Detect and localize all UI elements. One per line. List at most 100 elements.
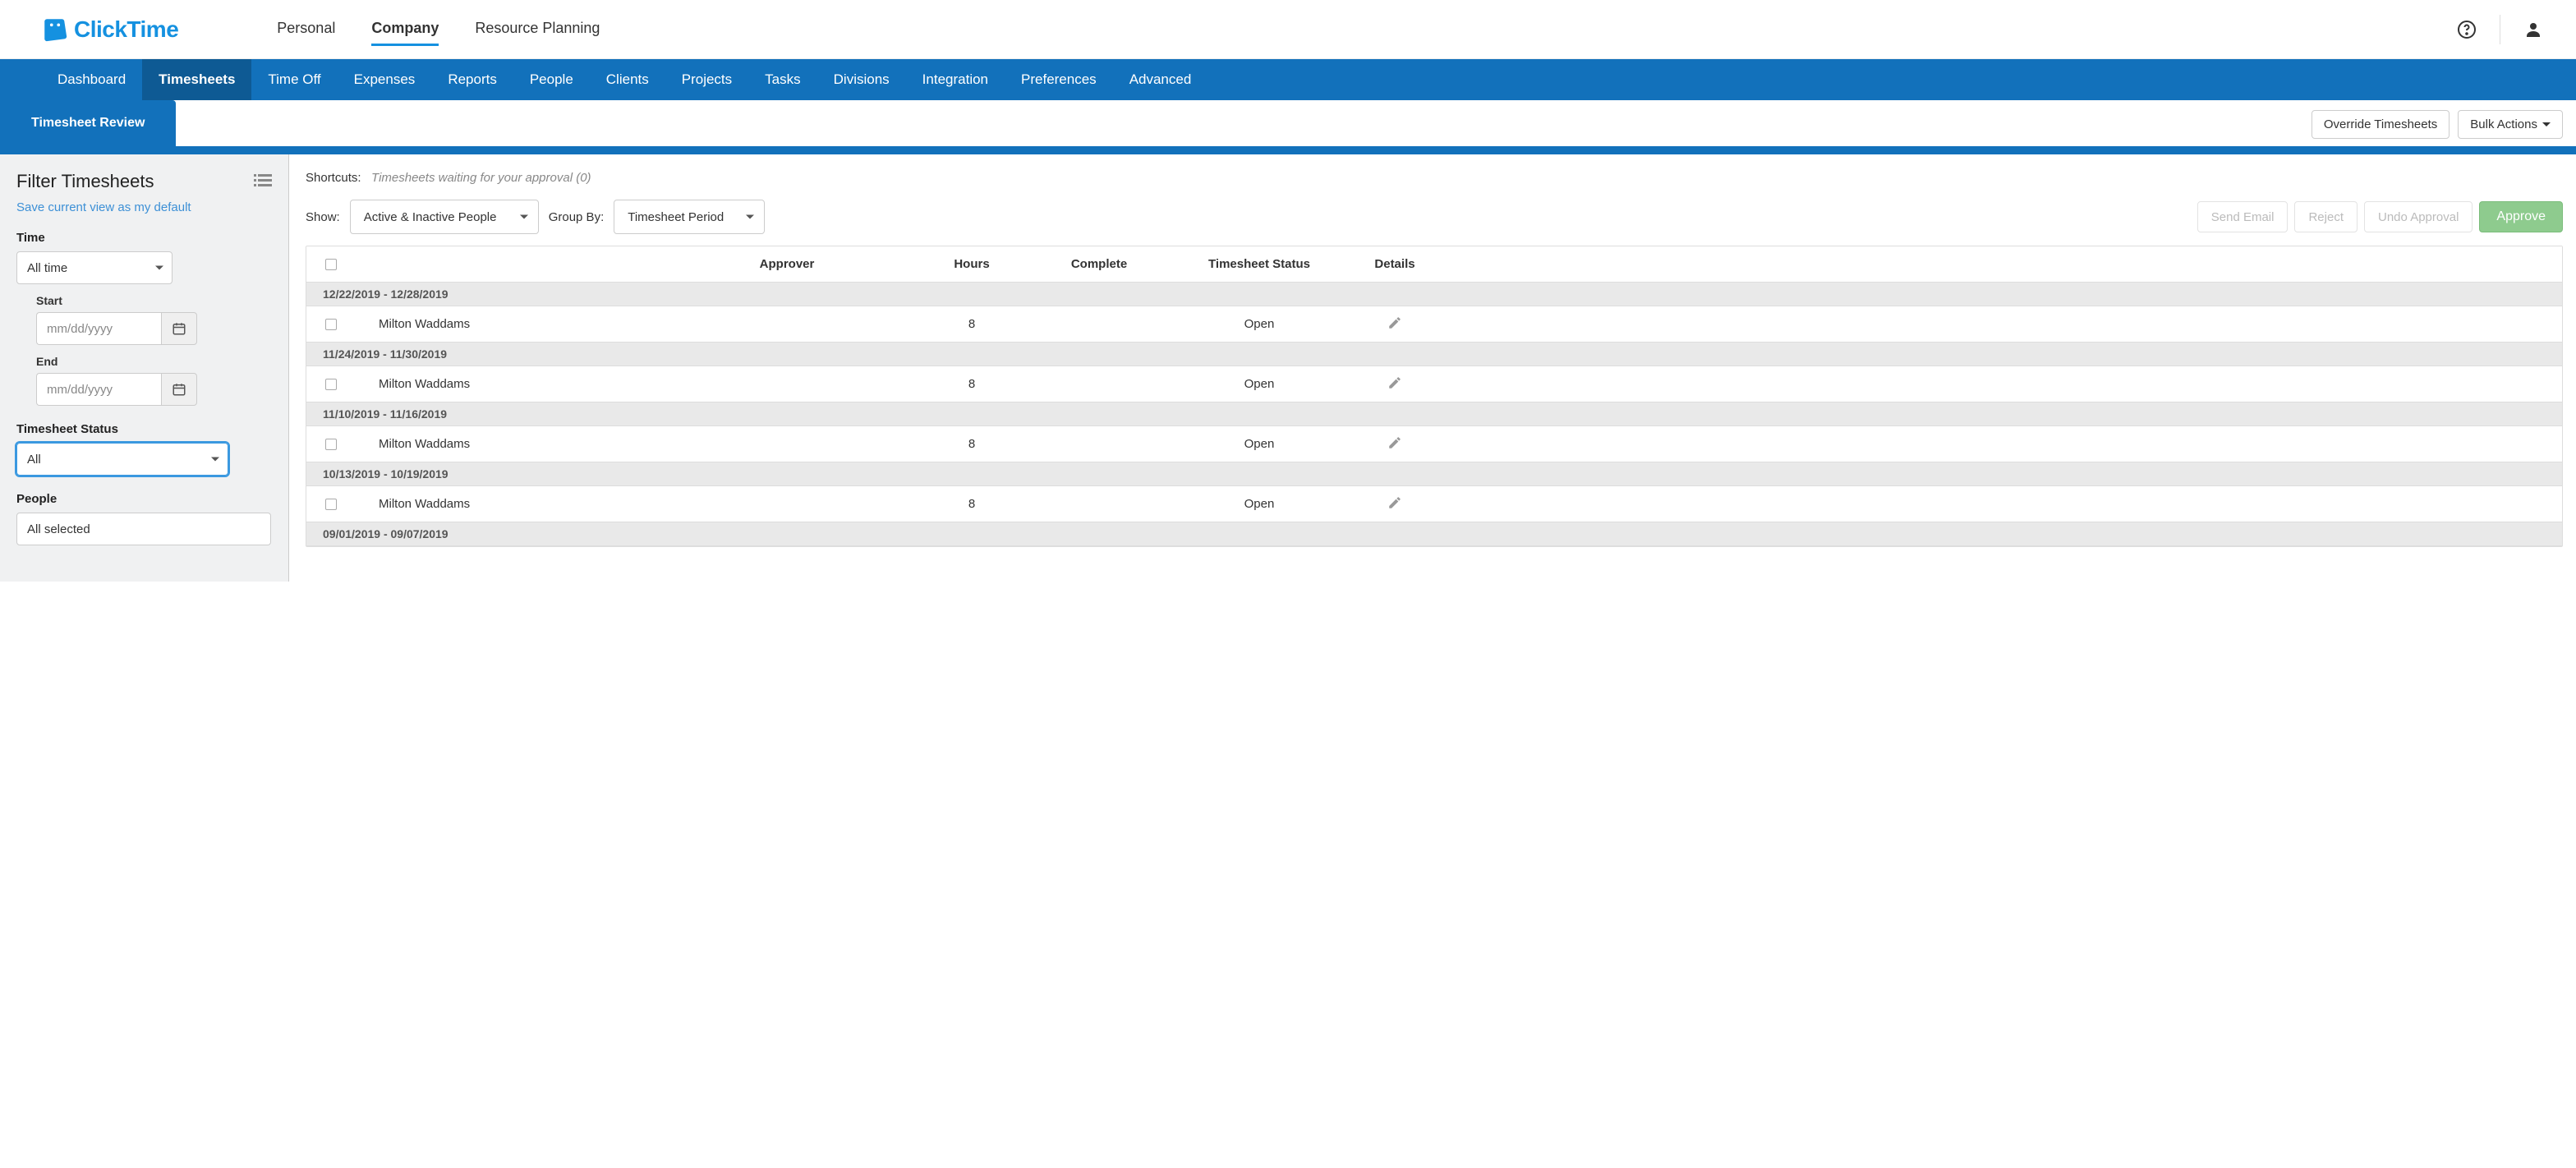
time-select-value: All time xyxy=(27,261,67,275)
select-all-checkbox[interactable] xyxy=(325,259,337,270)
show-select-value: Active & Inactive People xyxy=(364,210,497,224)
row-status: Open xyxy=(1169,497,1350,511)
filter-sidebar: Filter Timesheets Save current view as m… xyxy=(0,154,289,582)
period-group-header: 11/10/2019 - 11/16/2019 xyxy=(306,402,2562,426)
top-tab-company[interactable]: Company xyxy=(371,13,439,46)
row-checkbox[interactable] xyxy=(325,499,337,510)
top-header-right xyxy=(2457,15,2543,44)
top-tab-resource-planning[interactable]: Resource Planning xyxy=(475,13,600,46)
nav-divisions[interactable]: Divisions xyxy=(817,59,906,100)
body-wrap: Filter Timesheets Save current view as m… xyxy=(0,154,2576,582)
brand-name: ClickTime xyxy=(74,16,178,43)
brand-logo[interactable]: ClickTime xyxy=(41,16,178,44)
table-row: Milton Waddams8Open xyxy=(306,306,2562,343)
shortcuts-label: Shortcuts: xyxy=(306,171,361,185)
nav-time-off[interactable]: Time Off xyxy=(251,59,337,100)
calendar-icon xyxy=(172,321,186,336)
controls-row: Show: Active & Inactive People Group By:… xyxy=(306,200,2563,234)
row-name: Milton Waddams xyxy=(356,377,660,391)
row-status: Open xyxy=(1169,437,1350,451)
nav-reports[interactable]: Reports xyxy=(431,59,513,100)
row-hours: 8 xyxy=(914,377,1029,391)
bulk-actions-button[interactable]: Bulk Actions xyxy=(2458,110,2563,139)
subtab-timesheet-review[interactable]: Timesheet Review xyxy=(0,100,176,146)
start-date-input[interactable]: mm/dd/yyyy xyxy=(36,312,161,345)
show-select[interactable]: Active & Inactive People xyxy=(350,200,539,234)
time-select[interactable]: All time xyxy=(16,251,172,284)
sub-bar: Timesheet Review Override Timesheets Bul… xyxy=(0,100,2576,154)
nav-clients[interactable]: Clients xyxy=(590,59,665,100)
people-select[interactable]: All selected xyxy=(16,513,271,545)
status-select[interactable]: All xyxy=(16,443,228,476)
nav-projects[interactable]: Projects xyxy=(665,59,748,100)
top-tabs: Personal Company Resource Planning xyxy=(277,13,600,46)
time-filter-label: Time xyxy=(16,231,272,245)
col-details: Details xyxy=(1350,257,1440,271)
people-filter-label: People xyxy=(16,492,272,506)
user-icon[interactable] xyxy=(2523,20,2543,39)
help-icon[interactable] xyxy=(2457,20,2477,39)
row-name: Milton Waddams xyxy=(356,497,660,511)
row-checkbox[interactable] xyxy=(325,439,337,450)
period-group-header: 11/24/2019 - 11/30/2019 xyxy=(306,343,2562,366)
status-filter-label: Timesheet Status xyxy=(16,422,272,436)
chevron-down-icon xyxy=(211,458,219,462)
col-complete: Complete xyxy=(1029,257,1169,271)
period-group-header: 12/22/2019 - 12/28/2019 xyxy=(306,283,2562,306)
action-buttons: Send Email Reject Undo Approval Approve xyxy=(2197,201,2563,232)
subbar-actions: Override Timesheets Bulk Actions xyxy=(2312,110,2563,139)
nav-advanced[interactable]: Advanced xyxy=(1113,59,1208,100)
row-hours: 8 xyxy=(914,437,1029,451)
nav-dashboard[interactable]: Dashboard xyxy=(41,59,142,100)
row-hours: 8 xyxy=(914,497,1029,511)
send-email-button[interactable]: Send Email xyxy=(2197,201,2288,232)
end-date-input[interactable]: mm/dd/yyyy xyxy=(36,373,161,406)
row-hours: 8 xyxy=(914,317,1029,331)
override-timesheets-button[interactable]: Override Timesheets xyxy=(2312,110,2450,139)
save-view-link[interactable]: Save current view as my default xyxy=(16,200,272,214)
table-row: Milton Waddams 8 Open xyxy=(306,366,2562,402)
clock-icon xyxy=(41,16,69,44)
shortcuts-link[interactable]: Timesheets waiting for your approval (0) xyxy=(371,171,591,185)
shortcuts-row: Shortcuts: Timesheets waiting for your a… xyxy=(306,171,2563,185)
nav-timesheets[interactable]: Timesheets xyxy=(142,59,251,100)
edit-icon[interactable] xyxy=(1387,435,1402,450)
period-group-header: 10/13/2019 - 10/19/2019 xyxy=(306,462,2562,486)
row-name: Milton Waddams xyxy=(356,437,660,451)
filter-title: Filter Timesheets xyxy=(16,171,154,192)
reject-button[interactable]: Reject xyxy=(2294,201,2358,232)
chevron-down-icon xyxy=(746,215,754,219)
nav-people[interactable]: People xyxy=(513,59,590,100)
undo-approval-button[interactable]: Undo Approval xyxy=(2364,201,2472,232)
nav-tasks[interactable]: Tasks xyxy=(748,59,816,100)
chevron-down-icon xyxy=(155,266,163,270)
timesheet-table: Approver Hours Complete Timesheet Status… xyxy=(306,246,2563,547)
top-header: ClickTime Personal Company Resource Plan… xyxy=(0,0,2576,59)
row-checkbox[interactable] xyxy=(325,319,337,330)
chevron-down-icon xyxy=(2542,122,2551,126)
edit-icon[interactable] xyxy=(1387,375,1402,390)
bulk-actions-label: Bulk Actions xyxy=(2470,117,2537,131)
edit-icon[interactable] xyxy=(1387,315,1402,330)
row-status: Open xyxy=(1169,377,1350,391)
top-tab-personal[interactable]: Personal xyxy=(277,13,335,46)
secondary-nav: Dashboard Timesheets Time Off Expenses R… xyxy=(0,59,2576,100)
nav-preferences[interactable]: Preferences xyxy=(1005,59,1113,100)
list-toggle-icon[interactable] xyxy=(254,174,272,190)
main-content: Shortcuts: Timesheets waiting for your a… xyxy=(289,154,2576,582)
status-select-value: All xyxy=(27,453,41,467)
start-label: Start xyxy=(36,294,272,307)
table-row: Milton Waddams 8 Open xyxy=(306,426,2562,462)
period-group-header: 09/01/2019 - 09/07/2019 xyxy=(306,522,2562,546)
end-date-picker-button[interactable] xyxy=(161,373,197,406)
nav-expenses[interactable]: Expenses xyxy=(338,59,432,100)
nav-integration[interactable]: Integration xyxy=(906,59,1005,100)
calendar-icon xyxy=(172,382,186,397)
row-checkbox[interactable] xyxy=(325,379,337,390)
row-name: Milton Waddams xyxy=(356,317,660,331)
groupby-select[interactable]: Timesheet Period xyxy=(614,200,765,234)
approve-button[interactable]: Approve xyxy=(2479,201,2563,232)
start-date-picker-button[interactable] xyxy=(161,312,197,345)
edit-icon[interactable] xyxy=(1387,495,1402,510)
end-label: End xyxy=(36,355,272,368)
